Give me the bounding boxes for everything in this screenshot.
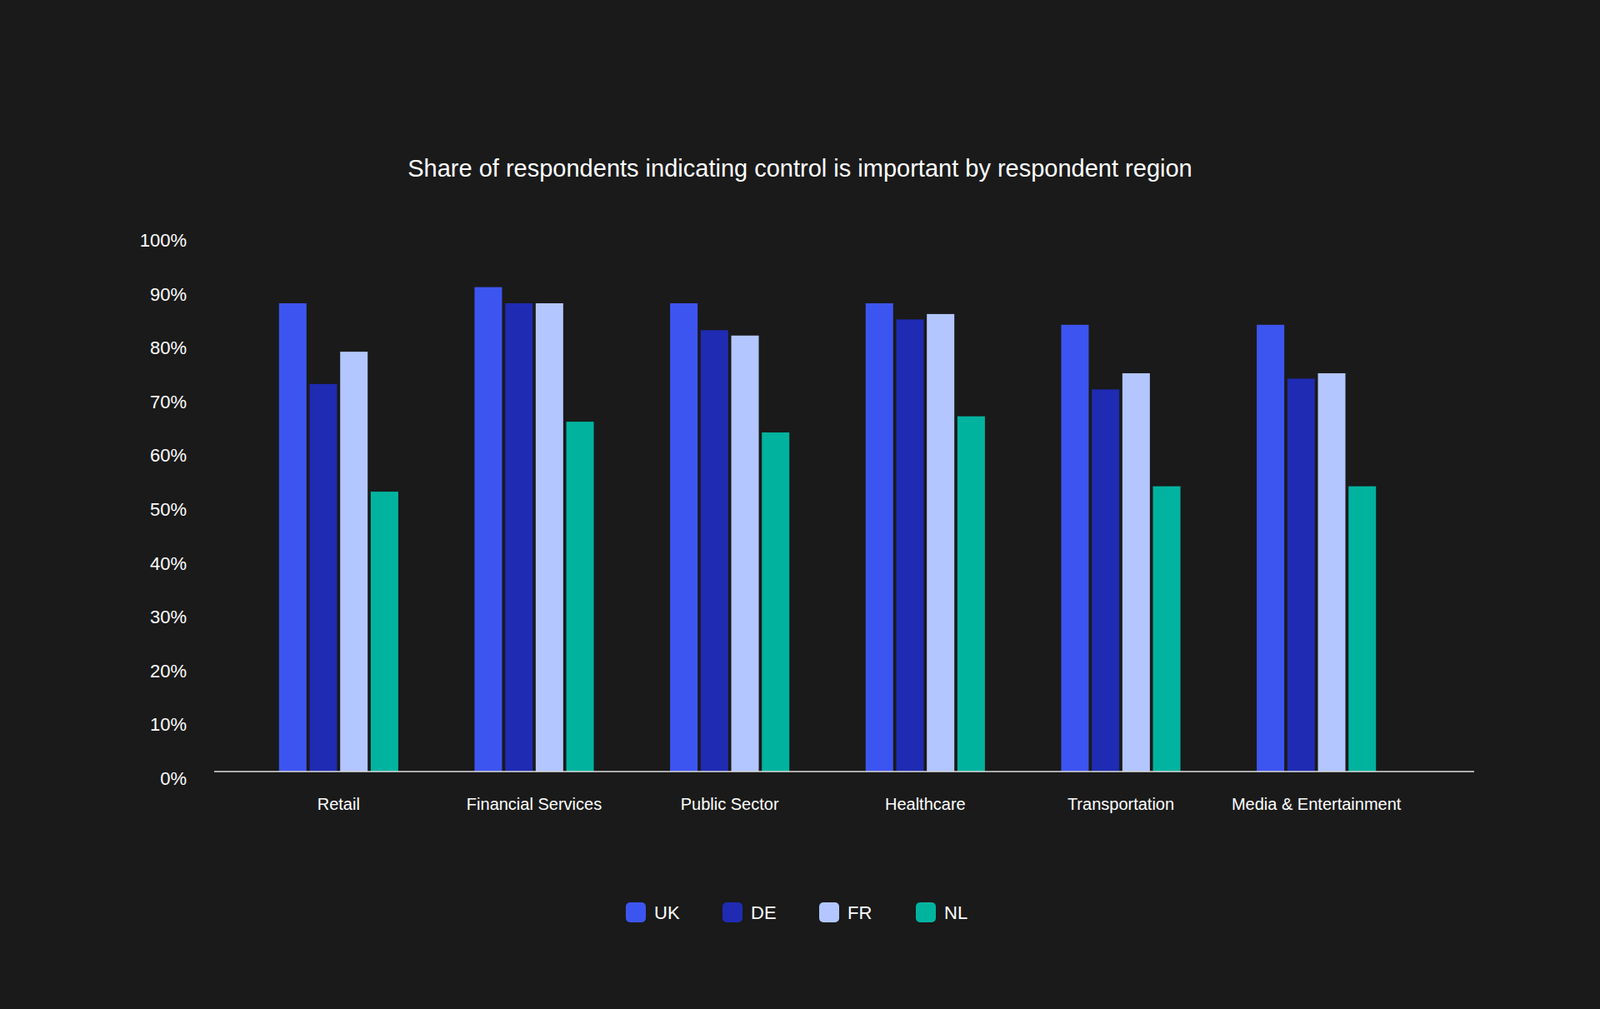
bars [279,287,1376,772]
x-axis [214,770,1475,773]
bar [1060,325,1089,772]
bar [1153,486,1181,772]
x-tick-label: Transportation [1067,795,1175,814]
legend-label: DE [750,902,777,924]
bar [895,319,924,772]
bar [1287,378,1315,772]
y-tick-label: 60% [150,445,187,466]
y-tick-label: 90% [150,284,187,305]
bar [279,303,307,772]
y-tick-label: 70% [150,391,187,413]
y-tick-label: 80% [150,337,187,359]
legend-swatch [915,902,936,923]
x-tick-label: Public Sector [680,795,780,814]
y-tick-label: 0% [160,768,187,790]
bar [1256,325,1285,772]
bar [700,330,729,772]
legend-swatch [722,902,743,923]
bar [340,351,368,772]
title: Share of respondents indicating control … [407,155,1192,182]
y-tick-label: 10% [150,714,187,735]
bar [309,384,337,772]
bar [670,303,698,772]
bar [926,314,955,772]
bar [535,303,564,772]
background [0,0,1600,1009]
bar [1318,373,1346,772]
legend-item: UK [625,902,680,924]
legend-item: DE [722,902,777,924]
legend-label: FR [847,902,872,924]
legend-label: UK [654,902,680,924]
x-tick-label: Retail [317,795,360,814]
bar [761,432,790,772]
y-tick-label: 40% [150,553,187,575]
y-tick-label: 30% [150,606,187,628]
x-tick-label: Healthcare [885,795,966,814]
y-tick-label: 50% [150,499,187,520]
bar [1122,373,1150,772]
chart: Share of respondents indicating control … [0,0,1600,1009]
x-tick-label: Media & Entertainment [1231,795,1402,814]
bar [1091,389,1120,772]
bar [731,335,760,772]
y-tick-label: 100% [140,230,187,251]
bar [370,491,399,772]
legend-item: NL [915,902,968,924]
legend-swatch [625,902,646,923]
bar [505,303,533,772]
legend-item: FR [819,902,872,924]
bar [566,421,595,772]
legend-swatch [819,902,840,923]
y-tick-label: 20% [150,660,187,682]
bar [957,416,985,772]
legend-label: NL [944,902,968,924]
x-tick-label: Financial Services [466,795,602,814]
bar [865,303,894,772]
bar [474,287,502,772]
bar [1348,486,1376,772]
